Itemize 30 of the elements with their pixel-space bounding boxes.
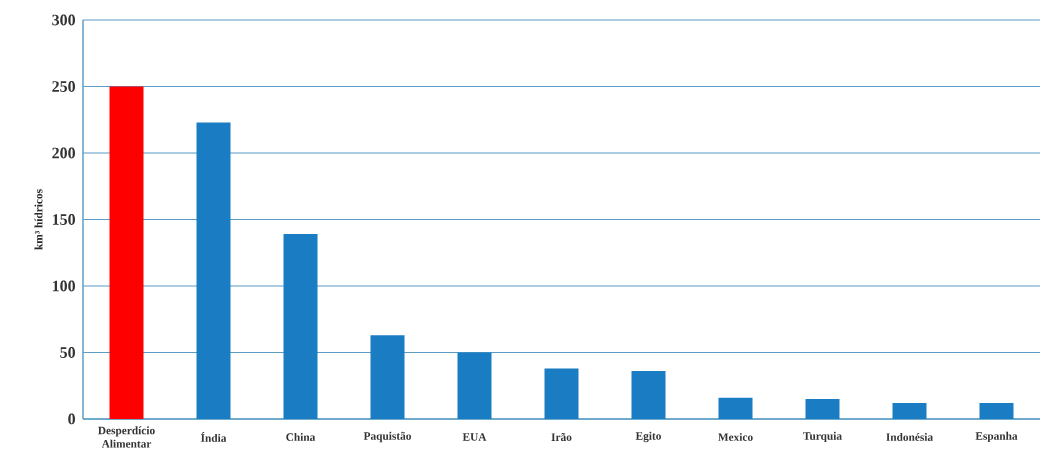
bar [370, 335, 405, 419]
x-tick-label: Turquia [803, 431, 842, 443]
bar [892, 403, 927, 419]
bar [457, 352, 492, 419]
x-tick-label: China [286, 433, 316, 441]
x-tick-label: Índia [200, 432, 227, 442]
bar [196, 122, 231, 419]
y-axis-title: km³ hídricos [34, 189, 43, 250]
x-tick-label: EUA [462, 433, 487, 441]
x-tick-label: Egito [635, 431, 661, 443]
bar [979, 403, 1014, 419]
y-tick-label: 200 [52, 147, 76, 159]
y-tick-label: 250 [52, 81, 76, 92]
y-tick-label: 150 [52, 214, 76, 225]
bar [109, 86, 144, 419]
x-tick-label: Indonésia [886, 432, 933, 441]
bar [631, 371, 666, 419]
bar [283, 234, 318, 419]
y-tick-label: 100 [52, 280, 76, 292]
x-tick-label: Espanha [975, 431, 1018, 443]
bar [718, 397, 753, 419]
x-tick-label: Paquistão [363, 431, 411, 443]
x-tick-label: Irão [551, 432, 572, 441]
y-tick-label: 300 [52, 14, 76, 26]
y-tick-label: 0 [68, 413, 76, 425]
x-tick-label: Desperdício Alimentar [98, 426, 155, 448]
bar [544, 368, 579, 419]
y-tick-label: 50 [60, 347, 76, 358]
x-tick-label: Mexico [718, 433, 753, 441]
bar [805, 399, 840, 419]
